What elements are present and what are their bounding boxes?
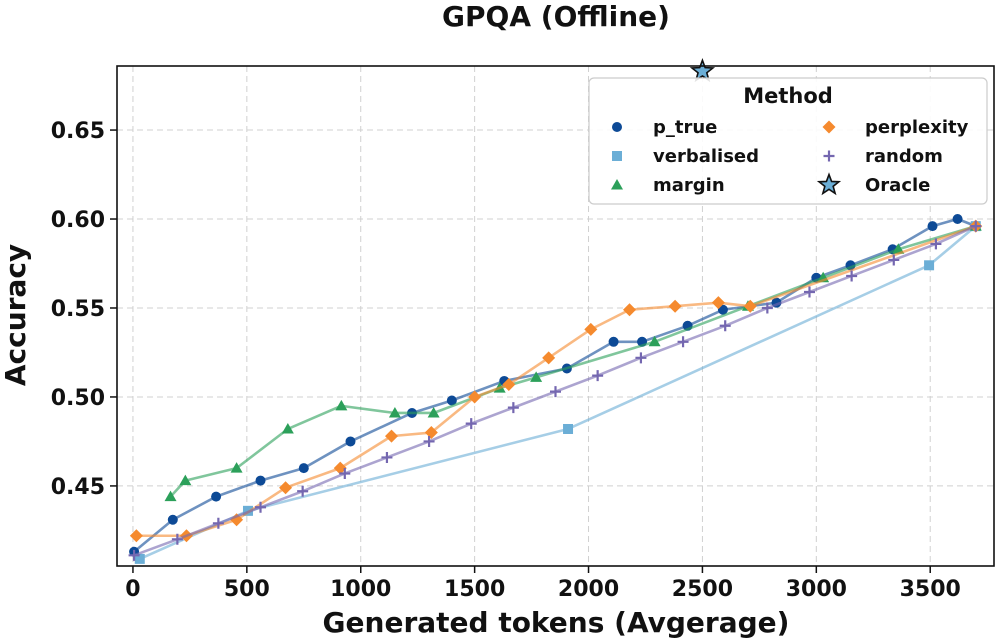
series-random bbox=[128, 220, 982, 561]
data-point-perplexity bbox=[279, 481, 293, 495]
legend-marker-Oracle bbox=[816, 172, 842, 196]
legend-marker-random bbox=[823, 150, 835, 162]
x-axis-label: Generated tokens (Avgerage) bbox=[323, 606, 790, 639]
data-point-perplexity bbox=[468, 390, 482, 404]
data-point-margin bbox=[530, 371, 543, 382]
legend-label-Oracle: Oracle bbox=[865, 175, 930, 196]
data-point-random bbox=[255, 501, 267, 513]
data-point-random bbox=[507, 402, 519, 414]
legend-box bbox=[588, 77, 988, 205]
x-tick-label: 3000 bbox=[786, 577, 847, 602]
data-point-random bbox=[719, 320, 731, 332]
plot-frame bbox=[116, 65, 995, 567]
data-point-random bbox=[550, 386, 561, 398]
data-point-p_true bbox=[608, 336, 619, 347]
y-tick-label: 0.55 bbox=[51, 297, 105, 322]
x-tick-label: 0 bbox=[125, 577, 140, 602]
data-point-perplexity bbox=[424, 426, 438, 440]
data-point-margin bbox=[335, 399, 348, 411]
x-tick-label: 1500 bbox=[444, 577, 505, 602]
x-tick-label: 3500 bbox=[900, 577, 961, 602]
legend-label-verbalised: verbalised bbox=[653, 146, 759, 167]
x-tick-label: 1000 bbox=[330, 577, 391, 602]
data-point-random bbox=[128, 549, 140, 561]
data-point-random bbox=[171, 533, 183, 545]
data-point-perplexity bbox=[502, 378, 516, 392]
data-point-margin bbox=[281, 422, 294, 434]
data-point-p_true bbox=[952, 214, 963, 225]
data-point-p_true bbox=[298, 463, 309, 474]
chart-title: GPQA (Offline) bbox=[442, 0, 670, 33]
x-tick-label: 2000 bbox=[558, 577, 619, 602]
x-tick-label: 500 bbox=[224, 577, 270, 602]
data-point-perplexity bbox=[384, 429, 398, 443]
y-tick-label: 0.45 bbox=[51, 475, 105, 500]
data-point-random bbox=[592, 370, 604, 382]
legend-label-p_true: p_true bbox=[653, 117, 717, 138]
data-point-random bbox=[297, 485, 309, 497]
data-point-p_true bbox=[255, 475, 266, 486]
data-point-random bbox=[803, 286, 815, 298]
legend-label-perplexity: perplexity bbox=[865, 117, 969, 138]
data-point-random bbox=[381, 451, 393, 463]
x-tick-label: 2500 bbox=[672, 577, 733, 602]
legend-marker-p_true bbox=[612, 122, 622, 132]
data-point-random bbox=[339, 467, 351, 479]
data-point-perplexity bbox=[743, 299, 757, 313]
series-perplexity bbox=[129, 219, 983, 543]
data-point-random bbox=[761, 302, 773, 314]
y-tick-label: 0.65 bbox=[51, 119, 105, 144]
data-point-random bbox=[888, 254, 900, 266]
data-point-p_true bbox=[211, 491, 222, 502]
data-point-perplexity bbox=[668, 299, 682, 313]
data-point-random bbox=[930, 238, 942, 250]
legend-label-random: random bbox=[865, 146, 943, 167]
data-point-random bbox=[677, 336, 689, 348]
data-point-random bbox=[423, 435, 435, 447]
legend-marker-perplexity bbox=[822, 120, 836, 134]
data-point-perplexity bbox=[584, 322, 598, 336]
data-point-perplexity bbox=[542, 351, 556, 365]
data-point-margin bbox=[892, 243, 905, 254]
data-point-perplexity bbox=[623, 303, 637, 317]
data-point-margin bbox=[230, 462, 243, 473]
series-layer bbox=[128, 58, 983, 564]
legend-marker-verbalised bbox=[612, 151, 622, 161]
data-point-perplexity bbox=[711, 296, 725, 310]
axes: 0 500 1000 1500 2000 2500 3000 3500 0.45 0.50 0.55… bbox=[51, 65, 995, 602]
data-point-margin bbox=[388, 406, 401, 418]
data-point-p_true bbox=[167, 514, 178, 525]
data-point-random bbox=[465, 418, 477, 430]
data-point-p_true bbox=[927, 221, 938, 232]
y-tick-label: 0.60 bbox=[51, 208, 105, 233]
data-point-margin bbox=[427, 406, 440, 418]
y-axis-label: Accuracy bbox=[0, 244, 32, 386]
data-point-oracle bbox=[689, 58, 716, 83]
data-point-p_true bbox=[345, 436, 356, 447]
series-line-margin bbox=[169, 224, 977, 498]
data-point-margin bbox=[164, 490, 177, 502]
legend-title: Method bbox=[743, 84, 833, 108]
data-point-random bbox=[635, 352, 647, 364]
legend-marker-margin bbox=[611, 179, 623, 190]
legend-label-margin: margin bbox=[653, 175, 725, 196]
data-point-margin bbox=[648, 335, 661, 347]
data-point-perplexity bbox=[129, 529, 143, 543]
data-point-random bbox=[212, 517, 224, 529]
data-point-p_true bbox=[717, 304, 728, 315]
data-point-p_true bbox=[446, 395, 457, 406]
series-line-perplexity bbox=[136, 224, 977, 538]
data-point-verbalised bbox=[924, 260, 935, 271]
y-tick-label: 0.50 bbox=[51, 386, 105, 411]
legend: Method p_true perplexity verbalised random m… bbox=[588, 77, 988, 205]
data-point-verbalised bbox=[134, 553, 145, 564]
data-point-perplexity bbox=[333, 461, 347, 475]
data-point-margin bbox=[179, 474, 192, 486]
data-point-random bbox=[970, 220, 982, 232]
data-point-verbalised bbox=[563, 423, 574, 434]
data-point-random bbox=[846, 270, 858, 282]
